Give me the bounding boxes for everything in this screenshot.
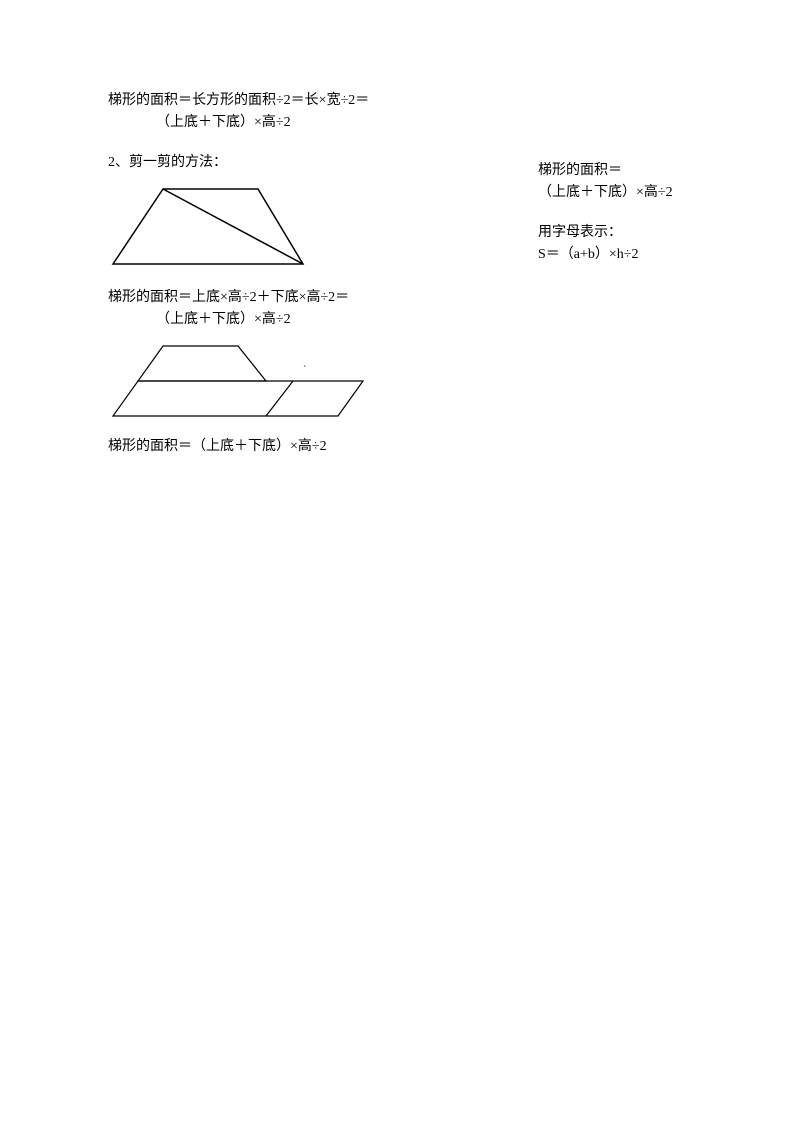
bottom-parallelogram-piece (113, 381, 363, 416)
summary-line1: 梯形的面积＝ (538, 160, 738, 182)
trapezoid-outline (113, 189, 303, 264)
formula2-line2: （上底＋下底）×高÷2 (108, 309, 468, 331)
vertical-divider-line (266, 381, 293, 416)
formula1-line1: 梯形的面积＝长方形的面积÷2＝长×宽÷2＝ (108, 90, 468, 112)
formula3: 梯形的面积＝（上底＋下底）×高÷2 (108, 436, 468, 458)
formula-block-2: 梯形的面积＝上底×高÷2＋下底×高÷2＝ （上底＋下底）×高÷2 (108, 287, 468, 331)
letter-formula: S＝（a+b）×h÷2 (538, 244, 738, 266)
trapezoid-diagonal-diagram (108, 184, 308, 269)
section2-title: 2、剪一剪的方法： (108, 152, 468, 174)
summary-formula-group: 梯形的面积＝ （上底＋下底）×高÷2 (538, 160, 738, 204)
formula2-line1: 梯形的面积＝上底×高÷2＋下底×高÷2＝ (108, 287, 468, 309)
letter-label: 用字母表示： (538, 222, 738, 244)
summary-line2: （上底＋下底）×高÷2 (538, 182, 738, 204)
right-column: 梯形的面积＝ （上底＋下底）×高÷2 用字母表示： S＝（a+b）×h÷2 (538, 160, 738, 284)
left-column: 梯形的面积＝长方形的面积÷2＝长×宽÷2＝ （上底＋下底）×高÷2 2、剪一剪的… (108, 90, 468, 458)
formula-block-1: 梯形的面积＝长方形的面积÷2＝长×宽÷2＝ （上底＋下底）×高÷2 (108, 90, 468, 134)
letter-formula-group: 用字母表示： S＝（a+b）×h÷2 (538, 222, 738, 266)
top-trapezoid-piece (138, 346, 266, 381)
formula1-line2: （上底＋下底）×高÷2 (108, 112, 468, 134)
page-content: 梯形的面积＝长方形的面积÷2＝长×宽÷2＝ （上底＋下底）×高÷2 2、剪一剪的… (108, 90, 708, 458)
tick-mark: ` (303, 364, 307, 376)
trapezoid-diagonal (163, 189, 303, 264)
trapezoid-rearranged-diagram: ` (108, 341, 368, 421)
